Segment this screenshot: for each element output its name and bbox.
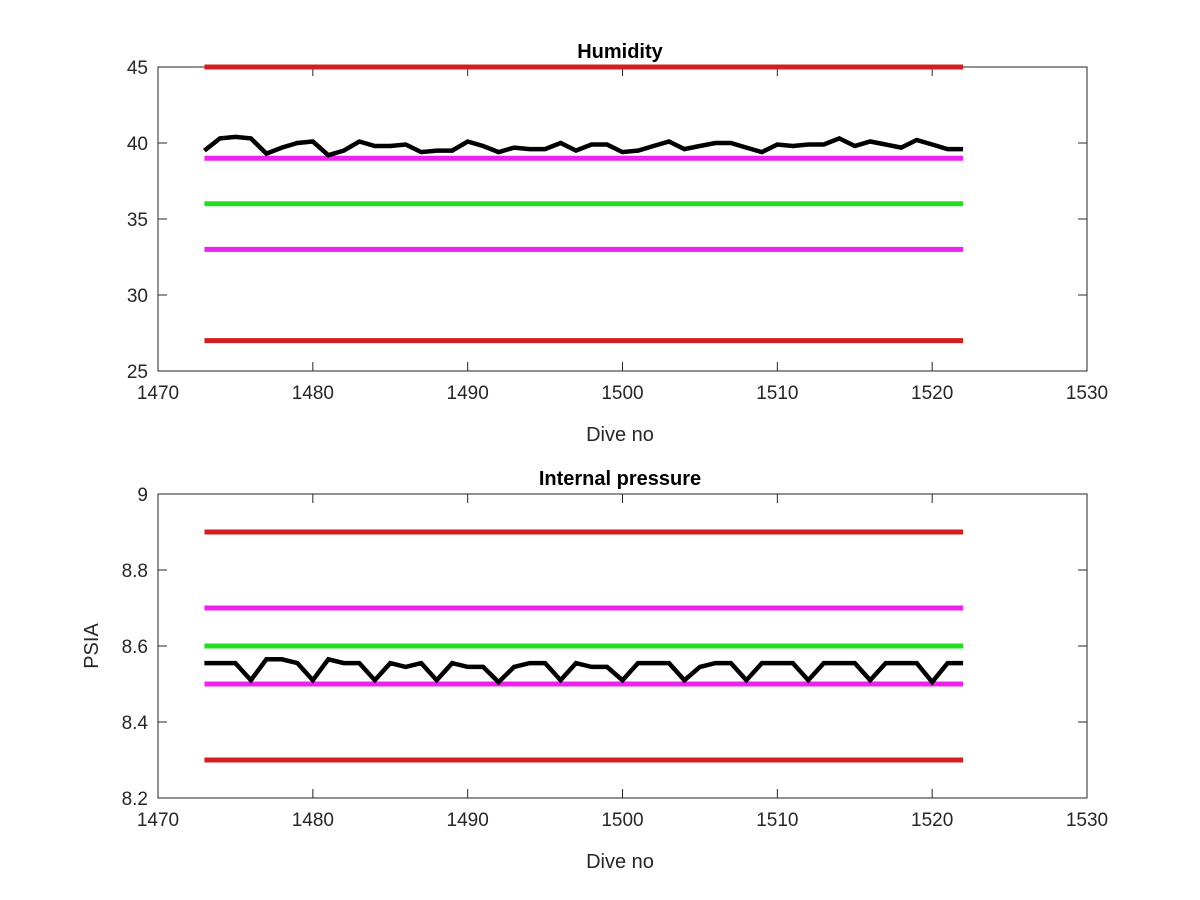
humidity-y-tick-label: 45 (127, 58, 148, 79)
humidity-x-tick-label: 1490 (447, 383, 489, 404)
pressure-y-tick-label: 8.2 (122, 789, 148, 810)
pressure-x-tick-label: 1510 (756, 810, 798, 831)
pressure-y-tick-label: 9 (137, 485, 148, 506)
humidity-subplot: 1470 1480 1490 1500 1510 1520 1530 25 30 35 40 45 H… (127, 41, 1108, 446)
pressure-data-series-line (204, 656, 964, 686)
humidity-x-tick-label: 1480 (292, 383, 334, 404)
pressure-y-tick-label: 8.6 (122, 637, 148, 658)
humidity-x-tick-label: 1530 (1066, 383, 1108, 404)
pressure-plot-area: 1470 1480 1490 1500 1510 1520 1530 8.2 8.4 8.6 8.8… (122, 485, 1109, 831)
pressure-x-tick-label: 1520 (911, 810, 953, 831)
pressure-x-tick-label: 1470 (137, 810, 179, 831)
pressure-y-axis-label: PSIA (81, 623, 103, 669)
pressure-x-tick-label: 1480 (292, 810, 334, 831)
humidity-x-tick-label: 1510 (756, 383, 798, 404)
pressure-subplot: 1470 1480 1490 1500 1510 1520 1530 8.2 8.4 8.6 8.8… (81, 468, 1108, 873)
humidity-title: Humidity (577, 41, 663, 63)
humidity-x-tick-label: 1470 (137, 383, 179, 404)
humidity-x-axis-label: Dive no (586, 424, 654, 446)
humidity-y-tick-label: 35 (127, 210, 148, 231)
pressure-y-tick-label: 8.4 (122, 713, 149, 734)
humidity-y-tick-label: 40 (127, 134, 148, 155)
pressure-x-axis-label: Dive no (586, 851, 654, 873)
pressure-y-tick-label: 8.8 (122, 561, 148, 582)
pressure-title: Internal pressure (539, 468, 701, 490)
humidity-y-tick-label: 25 (127, 362, 148, 383)
humidity-x-tick-label: 1500 (601, 383, 643, 404)
humidity-y-tick-label: 30 (127, 286, 148, 307)
pressure-x-tick-label: 1530 (1066, 810, 1108, 831)
humidity-plot-area: 1470 1480 1490 1500 1510 1520 1530 25 30 35 40 45 (127, 58, 1108, 404)
humidity-x-tick-label: 1520 (911, 383, 953, 404)
humidity-axes-box (157, 66, 1088, 372)
humidity-data-series-line (203, 134, 964, 158)
pressure-x-tick-label: 1500 (601, 810, 643, 831)
pressure-x-tick-label: 1490 (447, 810, 489, 831)
